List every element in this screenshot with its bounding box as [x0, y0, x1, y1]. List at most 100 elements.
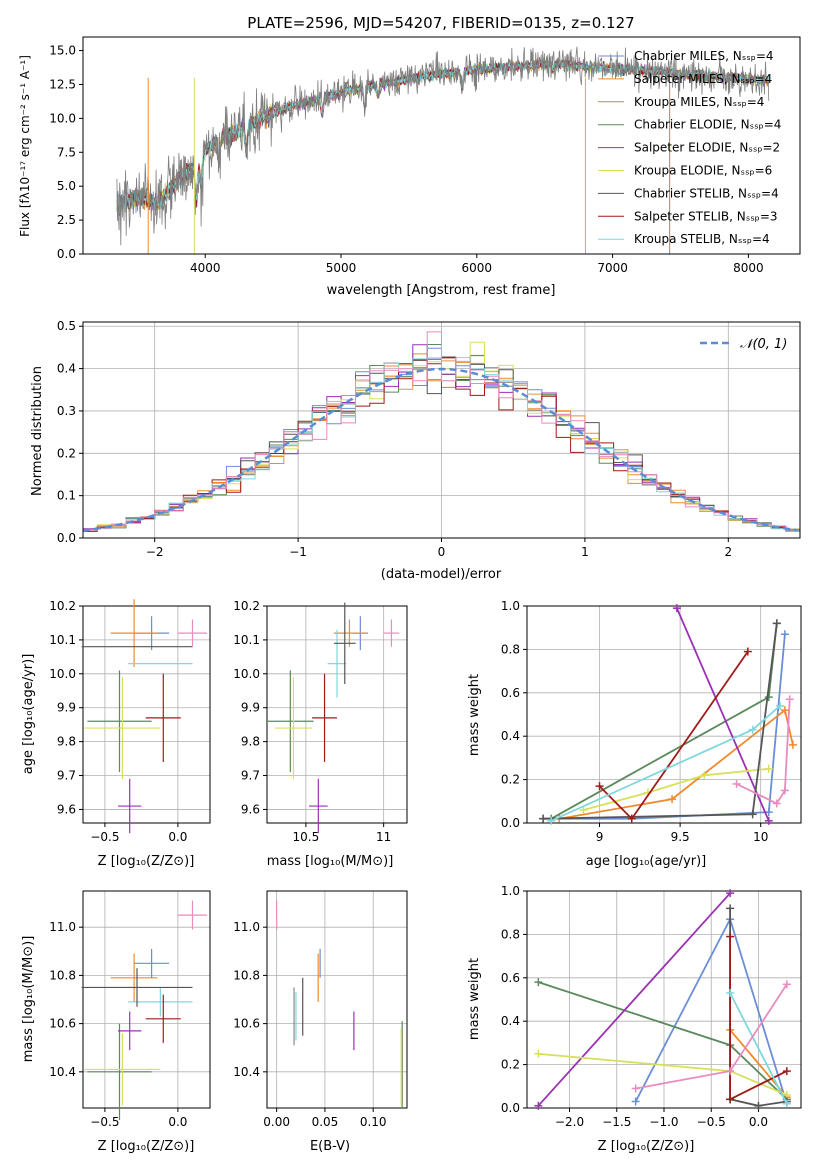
legend-label: Chabrier ELODIE, Nₛₛₚ=4	[634, 118, 781, 132]
y-tick-label: 0.1	[57, 489, 76, 503]
gaussian-legend-label: 𝒩(0, 1)	[740, 337, 787, 352]
ageZ-xlabel: Z [log₁₀(Z/Z⊙)]	[98, 854, 195, 869]
mass-vs-ebv-panel: 0.00 0.05 0.10 10.4 10.6 10.8 11.0	[233, 890, 408, 1129]
residuals-ylabel: Normed distribution	[30, 366, 45, 496]
weight-line	[729, 992, 788, 1105]
y-tick-label: 10.0	[49, 111, 76, 125]
weight-line	[598, 651, 749, 821]
y-tick-label: 0.2	[501, 773, 520, 787]
x-tick-label: 0.0	[168, 830, 187, 844]
legend-label: Chabrier STELIB, Nₛₛₚ=4	[634, 186, 779, 200]
legend-label: Kroupa MILES, Nₛₛₚ=4	[634, 95, 764, 109]
y-tick-label: 9.6	[241, 802, 260, 816]
x-tick-label: 0.0	[749, 1115, 768, 1129]
panel-frame	[266, 605, 408, 824]
y-tick-label: 0.6	[501, 971, 520, 985]
panel-frame	[266, 890, 408, 1109]
y-tick-label: 9.7	[241, 769, 260, 783]
x-tick-label: −2.0	[555, 1115, 584, 1129]
y-tick-label: 0.8	[501, 927, 520, 941]
x-tick-label: −0.5	[697, 1115, 726, 1129]
weight-line	[550, 705, 781, 822]
y-tick-label: 0.3	[57, 404, 76, 418]
x-tick-label: −0.5	[90, 1115, 119, 1129]
mE-xlabel: E(B-V)	[310, 1139, 350, 1154]
y-tick-label: 11.0	[233, 920, 260, 934]
y-tick-label: 10.0	[49, 667, 76, 681]
massweight-vs-age-panel: 9 9.5 10 0.0 0.2 0.4 0.6 0.8 1.0	[501, 599, 802, 844]
weight-line	[676, 607, 770, 822]
y-tick-label: 1.0	[501, 884, 520, 898]
y-tick-label: 0.4	[501, 729, 520, 743]
y-tick-label: 9.8	[241, 735, 260, 749]
weight-line	[736, 699, 791, 805]
gaussian-curve	[82, 367, 798, 532]
mZ-xlabel: Z [log₁₀(Z/Z⊙)]	[98, 1139, 195, 1154]
panel-frame	[526, 890, 802, 1109]
x-tick-label: −2	[146, 545, 164, 559]
legend-label: Salpeter MILES, Nₛₛₚ=4	[634, 72, 772, 86]
x-tick-label: 11	[376, 830, 391, 844]
y-tick-label: 10.8	[49, 968, 76, 982]
y-tick-label: 10.4	[49, 1065, 76, 1079]
mwZ-ylabel: mass weight	[467, 958, 482, 1040]
spectrum-ylabel: Flux [fλ10⁻¹⁷ erg cm⁻² s⁻¹ A⁻¹]	[18, 55, 32, 237]
spectrum-legend: Chabrier MILES, Nₛₛₚ=4 Salpeter MILES, Nₛ…	[598, 49, 781, 246]
y-tick-label: 0.8	[501, 642, 520, 656]
y-tick-label: 10.2	[233, 599, 260, 613]
x-tick-label: 4000	[190, 261, 221, 275]
y-tick-label: 10.6	[49, 1017, 76, 1031]
y-tick-label: 9.8	[57, 735, 76, 749]
residuals-frame	[82, 321, 801, 539]
y-tick-label: 12.5	[49, 77, 76, 91]
y-tick-label: 0.2	[501, 1058, 520, 1072]
spectrum-title: PLATE=2596, MJD=54207, FIBERID=0135, z=0…	[247, 14, 634, 32]
weight-line	[543, 634, 786, 820]
x-tick-label: 7000	[597, 261, 628, 275]
weight-line	[583, 767, 769, 811]
residuals-legend: 𝒩(0, 1)	[700, 337, 787, 352]
legend-label: Chabrier MILES, Nₛₛₚ=4	[634, 49, 774, 63]
x-tick-label: 0.0	[168, 1115, 187, 1129]
spectrum-ticks: 4000 5000 6000 7000 8000 0.0 2.5 5.0 7.5 10.0 12.5…	[49, 44, 763, 275]
y-tick-label: 0.0	[501, 816, 520, 830]
residuals-histograms	[82, 331, 800, 532]
x-tick-label: 9	[596, 830, 604, 844]
y-tick-label: 5.0	[57, 179, 76, 193]
x-tick-label: −1.0	[649, 1115, 678, 1129]
y-tick-label: 0.2	[57, 446, 76, 460]
age-vs-mass-panel: 10.5 11 9.6 9.7 9.8 9.9 10.0 10.1 10.2	[233, 599, 408, 844]
x-tick-label: 0	[438, 545, 446, 559]
y-tick-label: 10.4	[233, 1065, 260, 1079]
y-tick-label: 0.4	[57, 362, 76, 376]
y-tick-label: 10.8	[233, 968, 260, 982]
x-tick-label: 6000	[462, 261, 493, 275]
y-tick-label: 1.0	[501, 599, 520, 613]
legend-label: Kroupa ELODIE, Nₛₛₚ=6	[634, 164, 772, 178]
mwAge-ylabel: mass weight	[467, 674, 482, 756]
x-tick-label: 0.10	[360, 1115, 387, 1129]
x-tick-label: 1	[581, 545, 589, 559]
panel-frame	[526, 605, 802, 824]
y-tick-label: 11.0	[49, 920, 76, 934]
y-tick-label: 0.4	[501, 1014, 520, 1028]
observed-spectrum	[116, 46, 770, 246]
y-tick-label: 9.9	[241, 701, 260, 715]
mwAge-xlabel: age [log₁₀(age/yr)]	[586, 854, 707, 869]
legend-label: Salpeter STELIB, Nₛₛₚ=3	[634, 209, 778, 223]
y-tick-label: 0.0	[501, 1101, 520, 1115]
x-tick-label: 0.00	[263, 1115, 290, 1129]
y-tick-label: 9.9	[57, 701, 76, 715]
spectrum-panel: PLATE=2596, MJD=54207, FIBERID=0135, z=0…	[18, 14, 801, 298]
legend-label: Kroupa STELIB, Nₛₛₚ=4	[634, 232, 770, 246]
legend-label: Salpeter ELODIE, Nₛₛₚ=2	[634, 141, 780, 155]
x-tick-label: 0.05	[312, 1115, 339, 1129]
y-tick-label: 10.1	[233, 633, 260, 647]
mass-vs-Z-panel: −0.5 0.0 10.4 10.6 10.8 11.0	[49, 890, 211, 1129]
massweight-vs-Z-panel: −2.0 −1.5 −1.0 −0.5 0.0 0.0 0.2 0.4 0.6 0.8 1.0	[501, 884, 802, 1129]
y-tick-label: 7.5	[57, 145, 76, 159]
ageM-xlabel: mass [log₁₀(M/M⊙)]	[267, 854, 394, 869]
spectrum-frame	[82, 36, 801, 255]
x-tick-label: 8000	[733, 261, 764, 275]
spectrum-lines	[116, 46, 770, 254]
